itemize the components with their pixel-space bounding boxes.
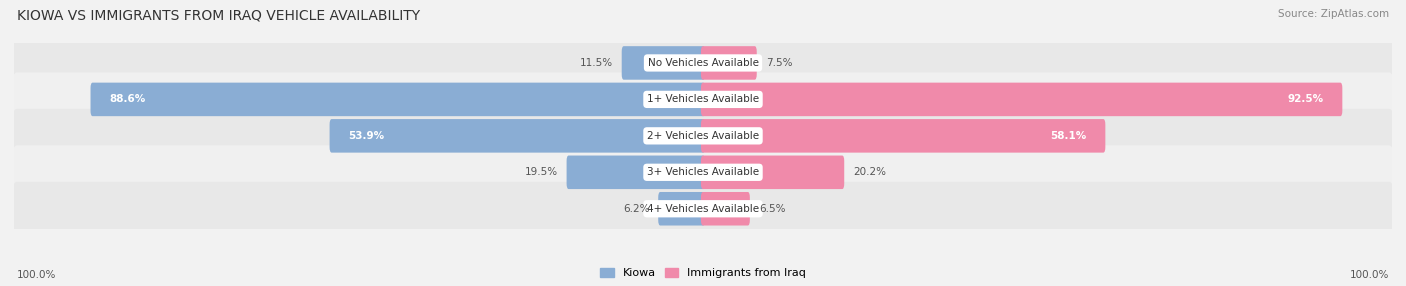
FancyBboxPatch shape [329, 119, 704, 153]
FancyBboxPatch shape [13, 182, 1393, 236]
FancyBboxPatch shape [702, 83, 1343, 116]
Text: 100.0%: 100.0% [1350, 270, 1389, 280]
Text: 4+ Vehicles Available: 4+ Vehicles Available [647, 204, 759, 214]
FancyBboxPatch shape [702, 156, 844, 189]
Text: 1+ Vehicles Available: 1+ Vehicles Available [647, 94, 759, 104]
Text: 11.5%: 11.5% [579, 58, 613, 68]
FancyBboxPatch shape [90, 83, 704, 116]
Text: 92.5%: 92.5% [1288, 94, 1323, 104]
Text: 7.5%: 7.5% [766, 58, 792, 68]
Text: 58.1%: 58.1% [1050, 131, 1087, 141]
FancyBboxPatch shape [13, 109, 1393, 163]
FancyBboxPatch shape [702, 119, 1105, 153]
Text: 2+ Vehicles Available: 2+ Vehicles Available [647, 131, 759, 141]
FancyBboxPatch shape [567, 156, 704, 189]
Text: 88.6%: 88.6% [110, 94, 145, 104]
FancyBboxPatch shape [13, 36, 1393, 90]
Text: KIOWA VS IMMIGRANTS FROM IRAQ VEHICLE AVAILABILITY: KIOWA VS IMMIGRANTS FROM IRAQ VEHICLE AV… [17, 9, 420, 23]
Text: No Vehicles Available: No Vehicles Available [648, 58, 758, 68]
Legend: Kiowa, Immigrants from Iraq: Kiowa, Immigrants from Iraq [596, 264, 810, 283]
Text: 6.2%: 6.2% [623, 204, 650, 214]
Text: 53.9%: 53.9% [349, 131, 384, 141]
Text: 6.5%: 6.5% [759, 204, 786, 214]
Text: 20.2%: 20.2% [853, 167, 886, 177]
FancyBboxPatch shape [13, 145, 1393, 199]
Text: 3+ Vehicles Available: 3+ Vehicles Available [647, 167, 759, 177]
FancyBboxPatch shape [13, 72, 1393, 126]
FancyBboxPatch shape [702, 46, 756, 80]
FancyBboxPatch shape [702, 192, 749, 226]
Text: 100.0%: 100.0% [17, 270, 56, 280]
Text: 19.5%: 19.5% [524, 167, 558, 177]
FancyBboxPatch shape [658, 192, 704, 226]
Text: Source: ZipAtlas.com: Source: ZipAtlas.com [1278, 9, 1389, 19]
FancyBboxPatch shape [621, 46, 704, 80]
